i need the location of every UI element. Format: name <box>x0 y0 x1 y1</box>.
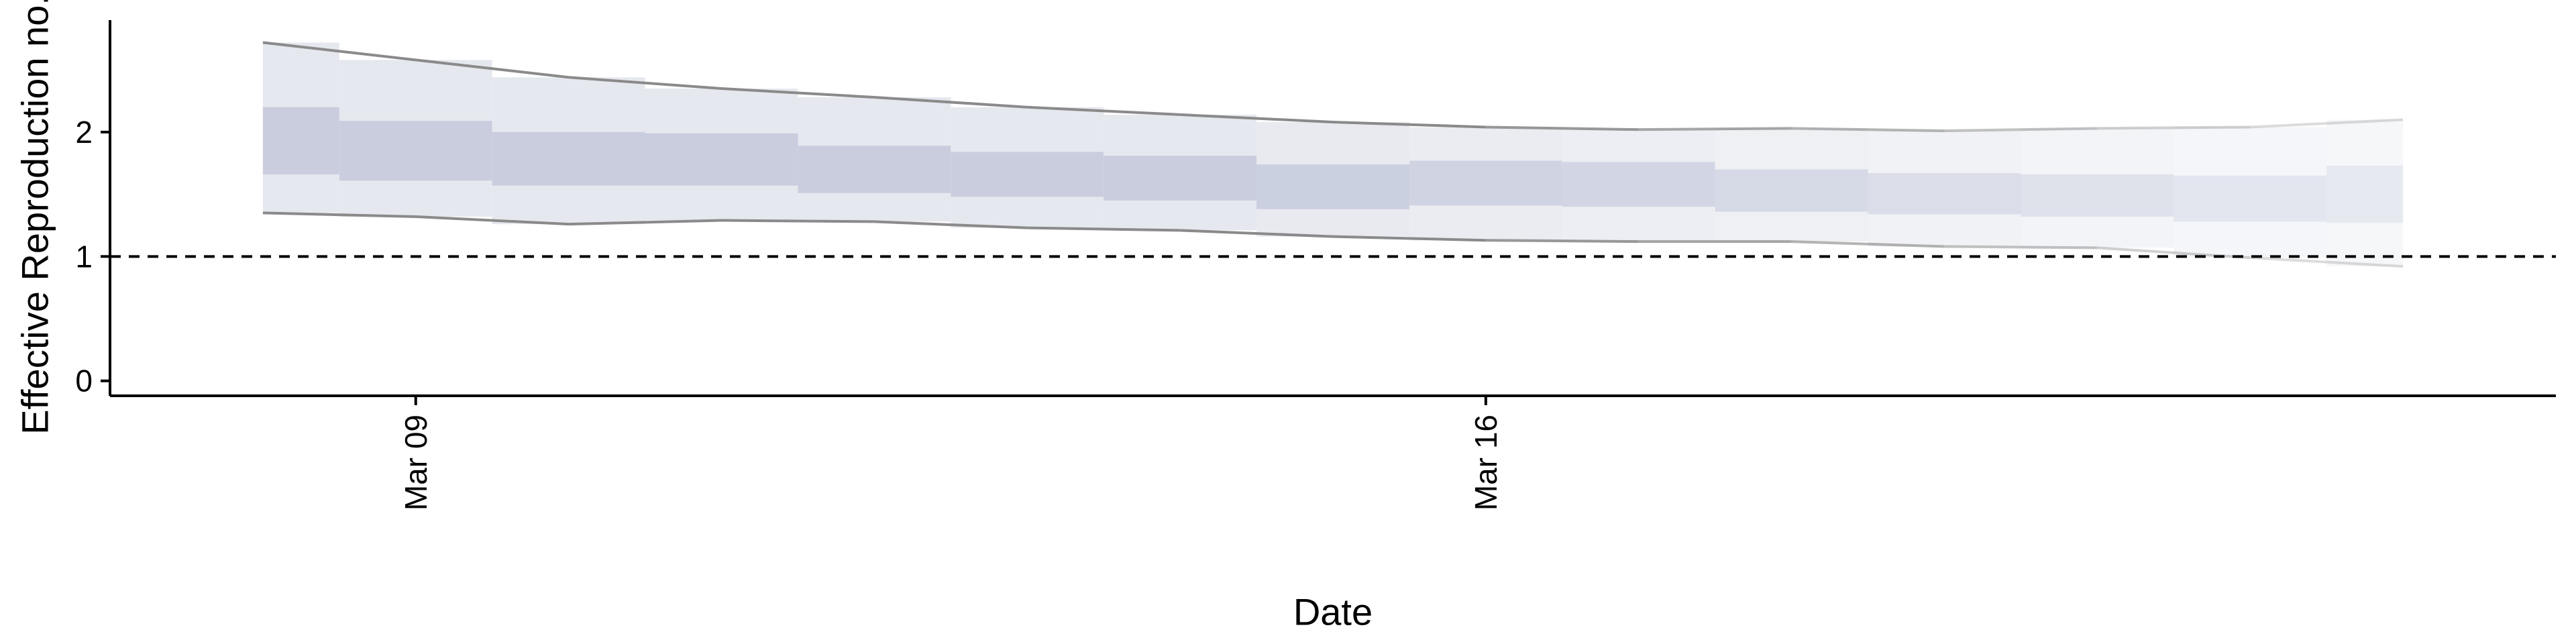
inner-band-segment <box>1256 164 1409 209</box>
upper-edge-line-segment <box>2097 125 2251 130</box>
outer-band-segment <box>2021 128 2174 248</box>
inner-band-segment <box>1715 169 1868 212</box>
upper-edge-line-segment <box>262 41 416 62</box>
inner-band-segment <box>492 131 645 186</box>
y-tick-label: 0 <box>75 364 93 398</box>
lower-edge-line-segment <box>1944 245 2098 250</box>
y-tick-label: 1 <box>75 239 93 274</box>
inner-band-segment <box>2021 174 2174 217</box>
x-tick-label: Mar 09 <box>398 415 433 511</box>
lower-edge-line-segment <box>874 220 1028 229</box>
inner-band-segment <box>645 133 798 186</box>
lower-edge-line-segment <box>1180 229 1334 238</box>
x-axis-title: Date <box>1293 591 1373 633</box>
outer-band-segment <box>2174 127 2327 258</box>
upper-edge-line-segment <box>1027 105 1181 116</box>
upper-edge-line-segment <box>1638 127 1792 131</box>
inner-band-segment <box>1104 156 1257 201</box>
upper-edge-line-segment <box>1791 127 1945 133</box>
upper-edge-line-segment <box>568 76 722 90</box>
lower-edge-line-segment <box>721 219 875 223</box>
lower-edge-line-segment <box>415 215 569 226</box>
upper-edge-line-segment <box>1332 121 1486 129</box>
y-axis-title: Effective Reproduction no. <box>14 0 56 435</box>
lower-edge-line-segment <box>568 219 722 226</box>
upper-edge-line-segment <box>1944 127 2098 133</box>
inner-band-segment <box>339 121 492 181</box>
outer-interval-edge-lines <box>262 41 2404 268</box>
inner-band-segment <box>2174 175 2327 222</box>
inner-band-segment <box>262 107 339 174</box>
inner-band-segment <box>798 146 951 193</box>
inner-band-segment <box>1868 173 2021 215</box>
credible-interval-bands <box>262 42 2404 267</box>
x-tick-label: Mar 16 <box>1468 415 1503 511</box>
lower-edge-line-segment <box>2097 246 2251 260</box>
upper-edge-line-segment <box>415 58 569 79</box>
y-tick-label: 2 <box>75 115 93 150</box>
lower-edge-line-segment <box>1485 239 1639 244</box>
upper-edge-line-segment <box>1180 113 1334 124</box>
lower-edge-line-segment <box>1332 235 1486 242</box>
upper-edge-line-segment <box>1485 125 1639 131</box>
upper-edge-line-segment <box>874 95 1028 109</box>
lower-edge-line-segment <box>1027 226 1181 232</box>
inner-band-segment <box>951 152 1104 197</box>
upper-edge-line-segment <box>2250 118 2404 129</box>
axes: 0 1 2 Mar 09 Mar 16 <box>75 20 2556 511</box>
inner-band-segment <box>1409 160 1562 206</box>
lower-edge-line-segment <box>2250 256 2404 268</box>
outer-band-segment <box>2326 119 2404 267</box>
upper-edge-line-segment <box>721 87 875 99</box>
lower-edge-line-segment <box>262 211 416 218</box>
outer-band-segment <box>1868 131 2021 247</box>
lower-edge-line-segment <box>1791 240 1945 248</box>
inner-band-segment <box>1562 162 1715 207</box>
inner-band-segment <box>2326 165 2404 223</box>
